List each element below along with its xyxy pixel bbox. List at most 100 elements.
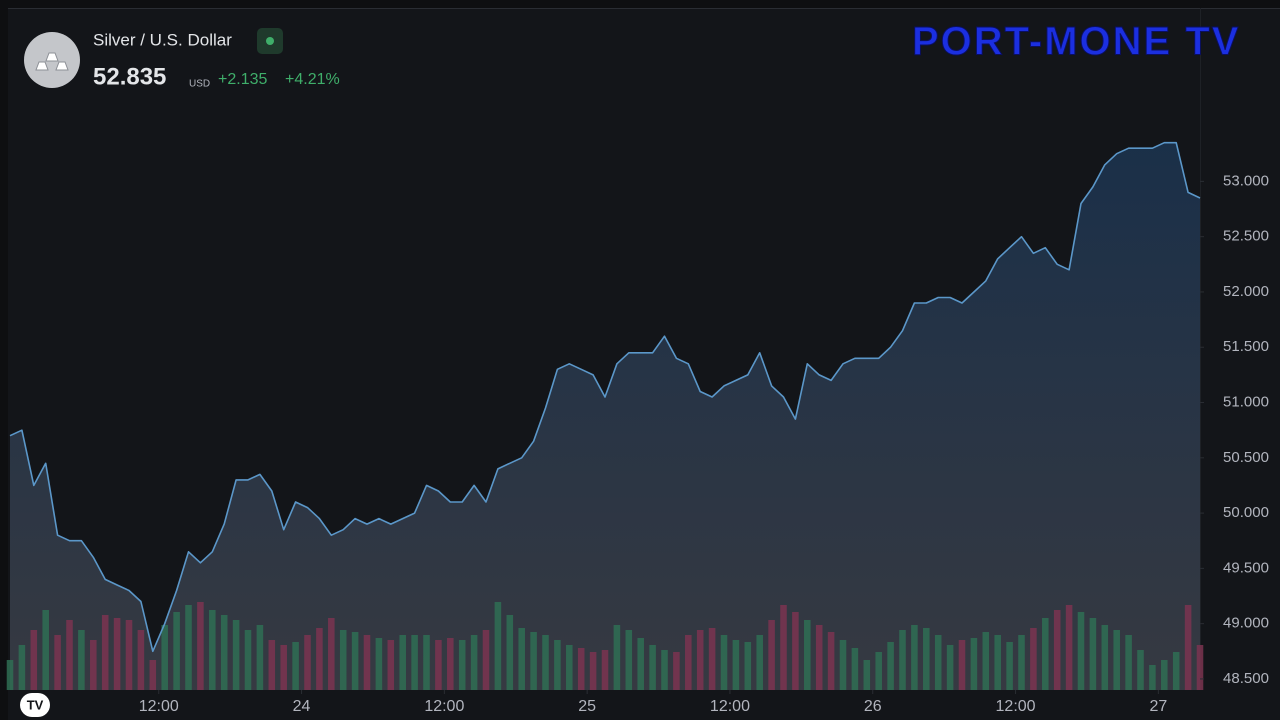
volume-bar [899,630,906,690]
volume-bar [934,635,942,690]
volume-bar [78,630,85,690]
volume-bar [1125,635,1132,690]
tv-logo-mark: TV [27,697,44,712]
silver-bars-icon [35,52,69,71]
volume-bar [197,602,204,690]
volume-bar [209,610,216,690]
volume-bar [1065,605,1073,690]
tv-logo [20,693,50,717]
volume-bar [673,652,680,690]
volume-bar [637,638,644,690]
x-tick-label: 26 [864,698,882,715]
volume-bar [399,635,406,690]
volume-bar [1101,625,1109,690]
volume-bar [1053,610,1061,690]
volume-bar [792,612,799,690]
volume-bar [804,620,811,690]
y-tick-label: 50.000 [1223,504,1269,521]
plot: 48.500 49.000 49.500 50.000 50.500 51.000 51.5… [6,141,1269,715]
volume-bar [982,632,990,690]
volume-bar [494,602,502,690]
volume-bar [101,615,109,690]
volume-bar [1042,618,1049,690]
volume-bar [744,642,752,690]
volume-bar [351,632,359,690]
volume-bar [994,635,1001,690]
y-tick-label: 52.500 [1223,228,1269,245]
volume-bar [1018,635,1025,690]
volume-bar [316,628,323,690]
y-tick-label: 51.000 [1223,393,1269,410]
volume-bar [946,645,954,690]
volume-bar [161,625,168,690]
volume-bar [530,632,537,690]
volume-bar [851,648,859,690]
volume-bar [1184,605,1192,690]
volume-bar [875,652,882,690]
brand-logo: PORT-MONE TV [912,20,1240,64]
volume-bar [375,638,383,690]
volume-bar [685,635,692,690]
volume-bar [815,625,823,690]
volume-bar [768,620,775,690]
volume-bar [149,660,157,690]
volume-bar [1172,652,1180,690]
volume-bar [566,645,573,690]
volume-bar [6,660,14,690]
y-tick-label: 49.000 [1223,615,1269,632]
volume-bar [54,635,61,690]
change-percent: +4.21% [285,71,340,88]
symbol-title: Silver / U.S. Dollar [93,30,232,49]
volume-bar [42,610,49,690]
change: +2.135 [218,71,267,88]
volume-bar [363,635,371,690]
volume-bar [18,645,26,690]
volume-bar [232,620,240,690]
volume-bar [554,640,561,690]
volume-bar [732,640,740,690]
volume-bar [304,635,311,690]
volume-bar [1196,645,1204,690]
x-tick-label: 12:00 [424,698,464,715]
volume-bar [542,635,549,690]
volume-bar [292,642,299,690]
volume-bar [423,635,430,690]
volume-bar [625,630,633,690]
volume-bar [506,615,514,690]
volume-bar [923,628,930,690]
volume-bar [113,618,121,690]
volume-bar [661,650,668,690]
volume-bar [220,615,228,690]
x-tick-label: 27 [1149,698,1167,715]
y-tick-label: 51.500 [1223,338,1269,355]
volume-bar [137,630,145,690]
y-tick-label: 48.500 [1223,670,1269,687]
volume-bar [708,628,716,690]
volume-bar [244,630,252,690]
volume-bar [328,618,335,690]
currency: USD [189,79,210,90]
volume-bar [839,640,847,690]
volume-bar [458,640,466,690]
volume-bar [911,625,918,690]
y-tick-label: 49.500 [1223,559,1269,576]
volume-bar [66,620,73,690]
volume-bar [589,652,597,690]
volume-bar [649,645,656,690]
volume-bar [1006,642,1013,690]
volume-bar [518,628,525,690]
volume-bar [756,635,763,690]
x-tick-label: 25 [578,698,596,715]
volume-bar [577,648,585,690]
volume-bar [268,640,276,690]
volume-bar [470,635,478,690]
price-line [9,141,1201,653]
x-tick-label: 12:00 [996,698,1036,715]
volume-bar [970,638,978,690]
status-dot [266,37,274,45]
price-area [10,142,1200,690]
volume-bar [90,640,97,690]
volume-bar [1137,650,1144,690]
volume-bar [339,630,347,690]
